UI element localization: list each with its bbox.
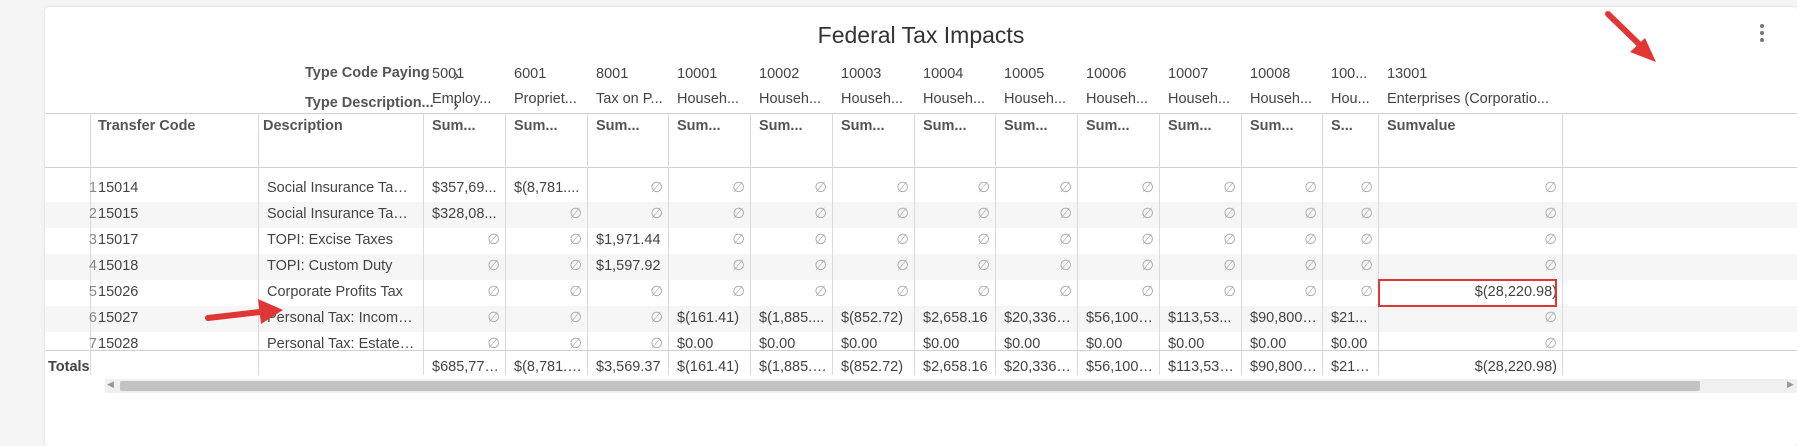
chevron-right-icon[interactable]: › [453, 95, 459, 115]
highlight-box [1378, 279, 1557, 307]
column-divider [1378, 113, 1379, 375]
column-divider [423, 113, 424, 375]
totals-divider [45, 350, 1797, 351]
panel-title: Federal Tax Impacts [817, 22, 1025, 48]
federal-tax-impacts-panel: Federal Tax Impacts Type Code Paying › Typ… [45, 7, 1797, 446]
column-divider [750, 113, 751, 375]
scrollbar-thumb[interactable] [120, 381, 1700, 391]
table-row-background [45, 306, 1797, 332]
column-divider [668, 113, 669, 375]
more-options-icon[interactable] [1757, 21, 1767, 51]
table-row-background [45, 202, 1797, 228]
column-divider [90, 113, 91, 375]
column-divider [1159, 113, 1160, 375]
body-divider [45, 167, 1797, 168]
scroll-left-icon[interactable]: ◀ [107, 379, 114, 389]
column-divider [1241, 113, 1242, 375]
column-divider [1077, 113, 1078, 375]
column-divider [832, 113, 833, 375]
column-divider [587, 113, 588, 375]
column-divider [1322, 113, 1323, 375]
column-divider [995, 113, 996, 375]
column-divider [1562, 113, 1563, 375]
chevron-right-icon[interactable]: › [453, 65, 459, 85]
table-row-background [45, 254, 1797, 280]
annotation-arrow-icon [1605, 11, 1656, 62]
header-divider [45, 113, 1797, 114]
scroll-right-icon[interactable]: ▶ [1787, 379, 1794, 389]
column-divider [505, 113, 506, 375]
column-divider [258, 113, 259, 375]
annotation-arrow-icon [205, 299, 283, 324]
column-divider [914, 113, 915, 375]
